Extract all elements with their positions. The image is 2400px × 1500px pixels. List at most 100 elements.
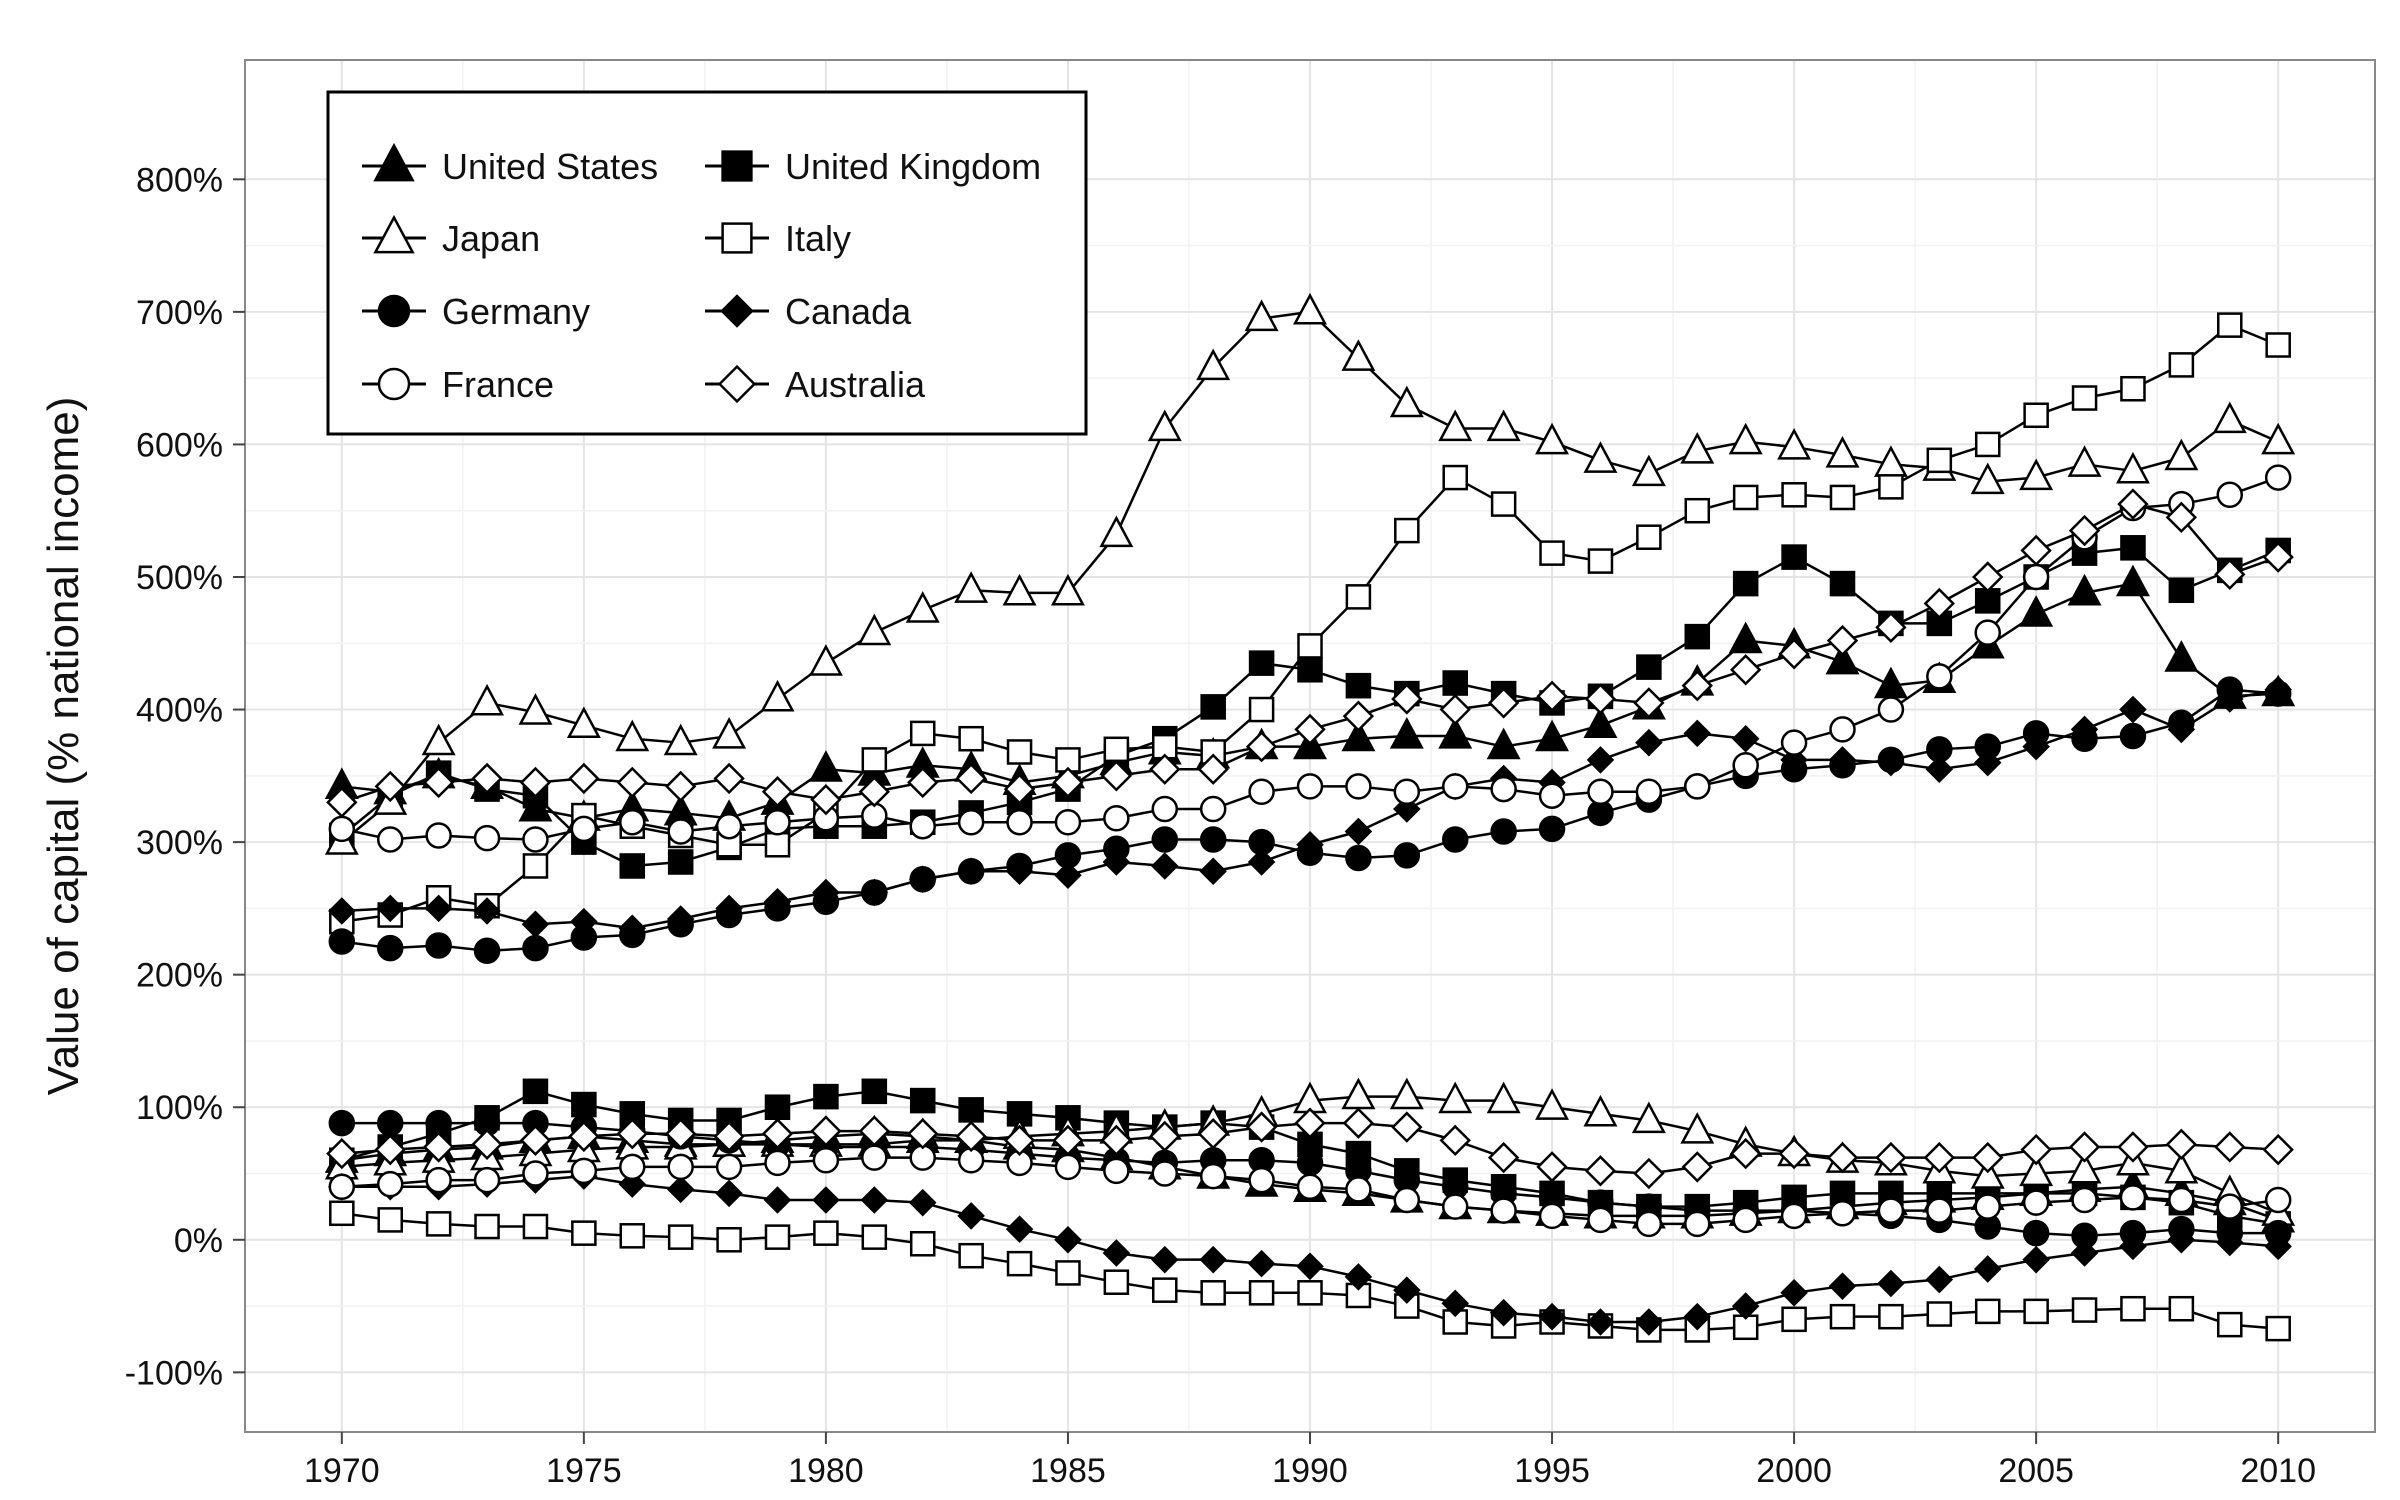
data-point (2164, 1151, 2199, 1184)
data-point (1391, 1111, 1423, 1143)
data-point (1006, 739, 1033, 765)
data-point (1247, 848, 1276, 876)
data-point (1247, 1249, 1276, 1278)
data-point (1345, 773, 1372, 800)
data-point (473, 824, 501, 852)
data-point (2115, 451, 2150, 484)
data-point (1877, 1269, 1905, 1298)
data-point (518, 693, 553, 725)
legend-item: Germany (362, 291, 590, 332)
data-point (1103, 736, 1130, 763)
data-point (1054, 861, 1082, 890)
data-point (1151, 1245, 1179, 1274)
data-point (763, 1186, 792, 1214)
data-point (1728, 422, 1763, 455)
data-point (713, 762, 745, 795)
data-point (812, 1147, 840, 1174)
data-point (1200, 1280, 1226, 1306)
data-point (1781, 1306, 1807, 1333)
data-point (2067, 1151, 2102, 1184)
data-point (425, 1166, 452, 1194)
data-point (376, 934, 404, 962)
data-point (1490, 491, 1517, 517)
y-axis-title: Value of capital (% national income) (39, 397, 88, 1096)
data-point (1781, 544, 1807, 570)
data-point (958, 1242, 984, 1269)
legend-marker (377, 294, 411, 328)
data-point (1490, 775, 1517, 803)
data-point (1538, 782, 1566, 809)
data-point (1487, 687, 1520, 719)
data-point (858, 776, 891, 808)
data-point (1438, 717, 1473, 749)
data-point (1684, 497, 1711, 524)
data-point (813, 1220, 839, 1246)
data-point (619, 853, 646, 879)
data-point (907, 766, 939, 799)
y-tick-label: -100% (125, 1354, 223, 1392)
data-point (716, 1227, 742, 1253)
data-point (1199, 795, 1227, 823)
data-point (1923, 587, 1956, 620)
data-point (957, 808, 985, 836)
data-point (1293, 292, 1327, 325)
data-point (1780, 1202, 1808, 1230)
data-point (957, 857, 985, 886)
data-point (2164, 438, 2199, 471)
data-point (1926, 1301, 1953, 1327)
data-point (2165, 1128, 2198, 1161)
data-point (1199, 826, 1227, 853)
data-point (571, 1091, 597, 1118)
data-point (570, 815, 598, 843)
data-point (2168, 352, 2195, 378)
data-point (421, 723, 456, 756)
y-tick-label: 400% (136, 692, 223, 730)
data-point (1149, 1120, 1181, 1153)
data-point (1296, 1173, 1324, 1201)
data-point (1925, 755, 1954, 783)
x-tick-label: 1975 (546, 1452, 622, 1490)
data-point (1538, 1302, 1566, 1331)
data-point (2020, 1133, 2052, 1166)
data-point (1151, 1160, 1179, 1187)
data-point (522, 1078, 549, 1105)
data-point (1344, 817, 1373, 846)
data-point (471, 762, 503, 795)
data-point (1728, 621, 1763, 654)
data-point (1587, 1206, 1614, 1234)
data-point (570, 907, 598, 936)
legend-label: Germany (442, 291, 590, 332)
data-point (1586, 1308, 1615, 1336)
data-point (1926, 447, 1953, 474)
data-point (2068, 1131, 2101, 1163)
data-point (1003, 773, 1036, 805)
data-point (2115, 564, 2150, 597)
data-point (2022, 732, 2050, 761)
data-point (1439, 1124, 1471, 1157)
data-point (2264, 464, 2292, 491)
data-point (1732, 484, 1759, 511)
data-point (1248, 1166, 1275, 1194)
data-point (2261, 422, 2296, 455)
data-point (1054, 808, 1082, 836)
data-point (667, 818, 694, 845)
data-point (474, 1213, 500, 1240)
x-axis: 1970 1975 1980 1985 1990 1995 2000 2005 2010 (304, 1432, 2316, 1490)
data-point (1684, 773, 1711, 800)
data-point (1149, 753, 1181, 785)
data-point (471, 1128, 503, 1161)
data-point (1296, 773, 1324, 800)
data-point (1635, 728, 1663, 757)
data-point (1586, 746, 1615, 774)
data-point (1635, 1308, 1663, 1336)
data-point (955, 1120, 987, 1153)
data-point (955, 762, 987, 795)
data-point (812, 878, 840, 907)
x-tick-label: 1995 (1514, 1452, 1590, 1490)
data-point (1926, 1197, 1953, 1224)
data-point (663, 723, 698, 756)
data-point (1635, 778, 1663, 805)
data-point (1490, 1197, 1517, 1224)
data-point (1103, 1157, 1130, 1185)
data-point (1877, 748, 1905, 777)
